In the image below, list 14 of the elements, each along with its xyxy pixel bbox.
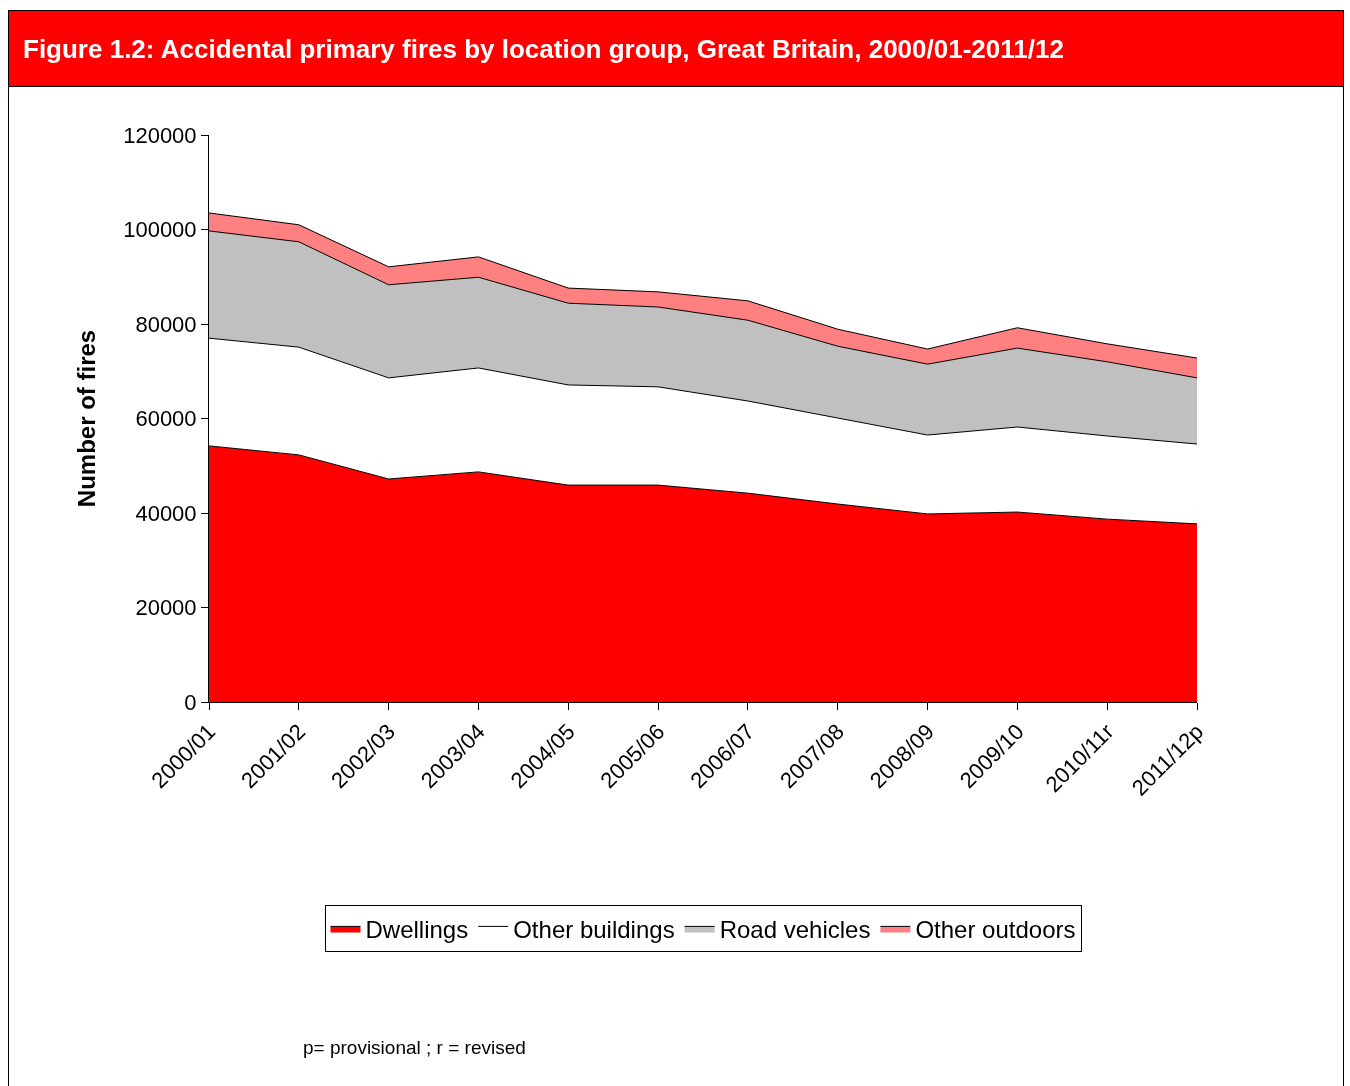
y-tick-label: 60000 (135, 406, 197, 432)
y-axis-title: Number of fires (73, 329, 101, 508)
y-tick-label: 40000 (135, 500, 197, 526)
y-tick-label: 20000 (135, 595, 197, 621)
legend-label: Dwellings (365, 915, 469, 943)
y-tick-label: 0 (184, 689, 197, 715)
text: p= provisional ; r = revised (303, 1037, 526, 1058)
y-tick-label: 120000 (123, 122, 197, 148)
y-tick-label: 80000 (135, 311, 197, 337)
y-tick-label: 100000 (123, 217, 197, 243)
chart-title: Figure 1.2: Accidental primary fires by location group, Great Britain, 2000/01-2011/12 (9, 11, 1343, 87)
legend-label: Other outdoors (915, 915, 1076, 943)
legend-label: Other buildings (513, 915, 675, 943)
legend-label: Road vehicles (719, 915, 871, 943)
